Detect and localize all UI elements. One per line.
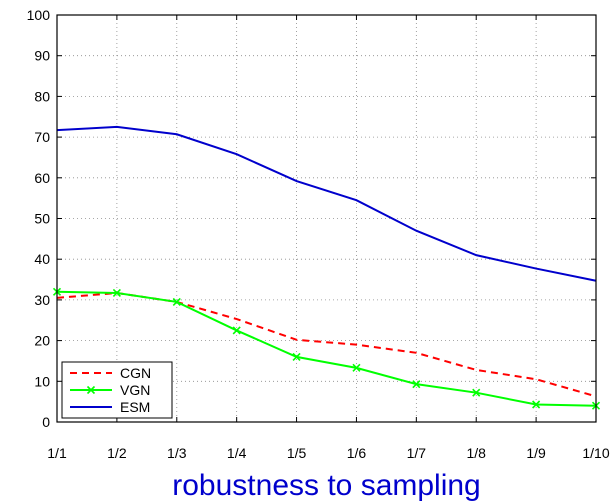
legend-label-vgn: VGN — [120, 382, 150, 398]
y-tick-label: 30 — [34, 292, 50, 308]
y-tick-label: 0 — [42, 414, 50, 430]
y-tick-label: 20 — [34, 333, 50, 349]
grid-lines — [57, 15, 596, 422]
series-point-vgn — [172, 297, 181, 307]
y-tick-label: 60 — [34, 170, 50, 186]
series-point-vgn — [292, 352, 301, 361]
axis-ticks: 0 10 20 30 40 50 60 70 80 90 100 1/1 1/2 1/3 1/4 1/5 1/6… — [27, 7, 610, 461]
x-tick-label: 1/5 — [287, 445, 307, 461]
x-tick-label: 1/10 — [582, 445, 609, 461]
series-point-vgn — [112, 288, 121, 298]
x-tick-label: 1/8 — [466, 445, 486, 461]
series-line-vgn — [56, 290, 597, 407]
x-tick-label: 1/7 — [407, 445, 427, 461]
series-point-vgn — [352, 363, 361, 372]
y-tick-label: 40 — [34, 251, 50, 267]
legend-label-cgn: CGN — [120, 365, 151, 381]
y-tick-label: 70 — [34, 129, 50, 145]
y-tick-label: 100 — [27, 7, 51, 23]
series-line-esm — [56, 125, 597, 282]
legend-marker-vgn — [86, 385, 96, 395]
x-tick-label: 1/2 — [107, 445, 127, 461]
series-point-vgn — [232, 326, 241, 335]
y-tick-label: 50 — [34, 211, 50, 227]
x-tick-label: 1/3 — [167, 445, 187, 461]
x-tick-label: 1/4 — [227, 445, 247, 461]
x-tick-label: 1/6 — [347, 445, 367, 461]
series-point-vgn — [472, 388, 481, 397]
series-point-vgn — [412, 380, 421, 389]
series-group — [52, 125, 601, 410]
legend-label-esm: ESM — [120, 399, 150, 415]
y-tick-label: 80 — [34, 88, 50, 104]
x-tick-label: 1/9 — [526, 445, 546, 461]
y-tick-label: 90 — [34, 48, 50, 64]
y-tick-label: 10 — [34, 373, 50, 389]
series-point-vgn — [532, 400, 541, 409]
x-tick-label: 1/1 — [47, 445, 67, 461]
x-axis-label: robustness to sampling — [172, 469, 481, 502]
